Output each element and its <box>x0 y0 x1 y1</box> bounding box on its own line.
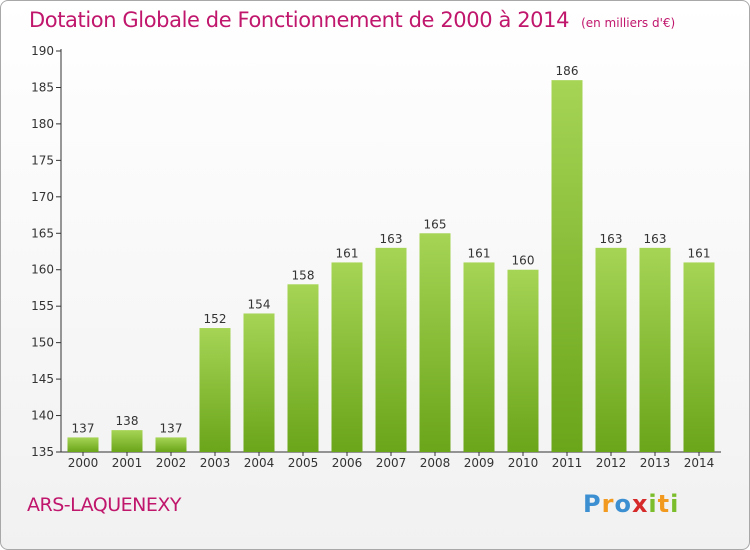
bar-2004 <box>243 313 275 452</box>
bar-value-label: 158 <box>292 268 315 282</box>
x-tick-label: 2005 <box>288 456 319 470</box>
bar-2011 <box>551 80 583 452</box>
y-tick-label: 170 <box>31 190 54 204</box>
bar-value-label: 161 <box>468 246 491 260</box>
bar-value-label: 165 <box>424 217 447 231</box>
chart-title-block: Dotation Globale de Fonctionnement de 20… <box>29 8 675 32</box>
bar-value-label: 186 <box>556 64 579 78</box>
bar-2014 <box>683 262 715 452</box>
bar-2012 <box>595 247 627 452</box>
x-tick-label: 2013 <box>640 456 671 470</box>
bar-2005 <box>287 284 319 452</box>
x-tick-label: 2007 <box>376 456 407 470</box>
proxiti-logo[interactable]: Proxiti <box>583 490 680 518</box>
bar-2002 <box>155 437 187 452</box>
x-tick-label: 2010 <box>508 456 539 470</box>
y-tick-label: 190 <box>31 44 54 58</box>
y-tick-label: 180 <box>31 117 54 131</box>
x-tick-label: 2011 <box>552 456 583 470</box>
chart-title: Dotation Globale de Fonctionnement de 20… <box>29 8 570 32</box>
x-tick-label: 2006 <box>332 456 363 470</box>
bar-value-label: 163 <box>380 232 403 246</box>
x-tick-label: 2002 <box>156 456 187 470</box>
bar-value-label: 152 <box>204 312 227 326</box>
commune-name: ARS-LAQUENEXY <box>27 494 182 516</box>
x-tick-label: 2012 <box>596 456 627 470</box>
bar-value-label: 154 <box>248 297 271 311</box>
x-tick-label: 2003 <box>200 456 231 470</box>
bar-2013 <box>639 247 671 452</box>
bar-value-label: 138 <box>116 414 139 428</box>
bar-value-label: 137 <box>160 421 183 435</box>
bar-value-label: 137 <box>72 421 95 435</box>
x-tick-label: 2001 <box>112 456 143 470</box>
x-tick-label: 2008 <box>420 456 451 470</box>
x-tick-label: 2004 <box>244 456 275 470</box>
y-tick-label: 160 <box>31 263 54 277</box>
x-tick-label: 2014 <box>684 456 715 470</box>
bar-value-label: 161 <box>688 246 711 260</box>
bar-2009 <box>463 262 495 452</box>
bar-2010 <box>507 269 539 452</box>
bar-2001 <box>111 430 143 452</box>
bar-2000 <box>67 437 99 452</box>
bar-value-label: 161 <box>336 246 359 260</box>
y-tick-label: 145 <box>31 372 54 386</box>
y-tick-label: 165 <box>31 226 54 240</box>
bar-value-label: 163 <box>644 232 667 246</box>
y-tick-label: 135 <box>31 445 54 459</box>
chart-unit: (en milliers d'€) <box>581 16 676 30</box>
y-tick-label: 185 <box>31 80 54 94</box>
bar-2006 <box>331 262 363 452</box>
bar-value-label: 163 <box>600 232 623 246</box>
bar-2003 <box>199 328 231 452</box>
bar-2008 <box>419 233 451 452</box>
bar-2007 <box>375 247 407 452</box>
bar-value-label: 160 <box>512 254 535 268</box>
x-tick-label: 2000 <box>68 456 99 470</box>
y-tick-label: 155 <box>31 299 54 313</box>
x-tick-label: 2009 <box>464 456 495 470</box>
y-tick-label: 150 <box>31 336 54 350</box>
y-tick-label: 140 <box>31 409 54 423</box>
y-tick-label: 175 <box>31 153 54 167</box>
